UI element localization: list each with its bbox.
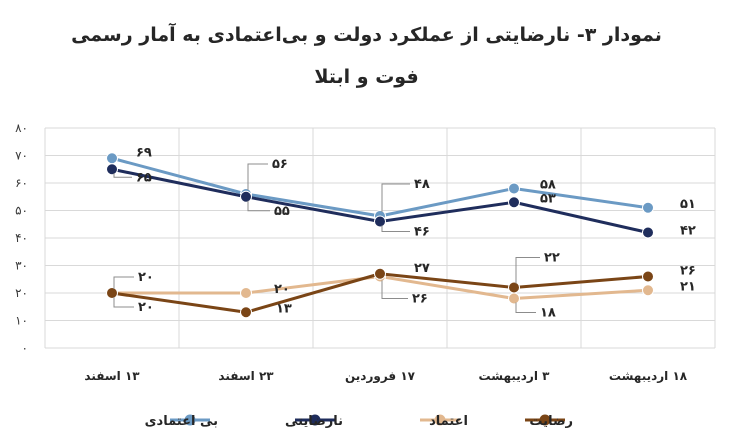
x-tick-label: ۱۳ اسفند bbox=[84, 369, 140, 383]
x-tick-label: ۱۸ اردیبهشت bbox=[609, 369, 688, 383]
y-tick-label: ۰ bbox=[22, 341, 28, 355]
data-label-s3: ۲۱ bbox=[680, 279, 696, 294]
data-label-s3: ۱۸ bbox=[540, 306, 556, 321]
x-tick-label: ۱۷ فروردین bbox=[345, 369, 416, 384]
data-point-s1 bbox=[642, 201, 654, 214]
data-label-leader bbox=[247, 163, 268, 190]
legend-label: رضایت bbox=[529, 414, 573, 429]
data-point-s4 bbox=[508, 281, 520, 294]
data-label-leader bbox=[113, 173, 132, 178]
data-label-s1: ۶۹ bbox=[136, 145, 152, 160]
data-label-leader bbox=[381, 280, 408, 299]
x-tick-label: ۲۳ اسفند bbox=[218, 369, 274, 383]
legend-label: اعتماد bbox=[429, 414, 468, 429]
legend-marker bbox=[309, 414, 321, 426]
data-point-s3 bbox=[642, 284, 654, 297]
legend-label: بی اعتمادی bbox=[145, 414, 218, 429]
data-label-s2: ۴۶ bbox=[414, 225, 430, 240]
data-label-s3: ۲۰ bbox=[138, 300, 154, 315]
chart-title-line-1: نمودار ۳- نارضایتی از عملکرد دولت و بی‌ا… bbox=[71, 24, 662, 46]
y-tick-label: ۲۰ bbox=[15, 286, 28, 300]
data-point-s2 bbox=[374, 215, 386, 228]
chart-title-line-2: فوت و ابتلا bbox=[314, 66, 419, 88]
legend-marker bbox=[539, 414, 551, 426]
data-label-s2: ۵۳ bbox=[540, 191, 556, 206]
data-label-s3: ۲۶ bbox=[412, 292, 428, 307]
data-label-leader bbox=[247, 200, 270, 212]
data-point-s1 bbox=[508, 182, 520, 195]
data-point-s2 bbox=[106, 163, 118, 176]
data-label-leader bbox=[515, 302, 536, 313]
data-label-s1: ۵۶ bbox=[272, 157, 288, 172]
x-tick-label: ۳ اردیبهشت bbox=[479, 369, 551, 383]
legend-marker bbox=[434, 414, 446, 426]
data-label-s4: ۲۶ bbox=[680, 264, 696, 279]
data-label-s1: ۵۸ bbox=[540, 178, 556, 193]
data-point-s4 bbox=[374, 267, 386, 280]
data-label-s4: ۲۰ bbox=[138, 270, 154, 285]
y-tick-label: ۷۰ bbox=[15, 149, 28, 163]
legend-marker bbox=[184, 414, 196, 426]
data-point-s1 bbox=[106, 152, 118, 165]
y-tick-label: ۸۰ bbox=[15, 121, 28, 135]
data-label-s2: ۴۲ bbox=[680, 224, 696, 239]
data-label-s4: ۲۲ bbox=[544, 251, 560, 266]
data-point-s2 bbox=[240, 190, 252, 203]
data-label-s2: ۶۵ bbox=[136, 170, 152, 185]
data-point-s2 bbox=[508, 196, 520, 209]
y-tick-label: ۶۰ bbox=[15, 176, 28, 190]
data-point-s3 bbox=[508, 292, 520, 305]
y-tick-label: ۴۰ bbox=[15, 231, 28, 245]
y-tick-label: ۳۰ bbox=[15, 259, 28, 273]
data-label-leader bbox=[113, 276, 134, 289]
data-point-s2 bbox=[642, 226, 654, 239]
data-label-leader bbox=[381, 225, 410, 232]
data-label-s3: ۲۰ bbox=[274, 282, 290, 297]
data-label-s1: ۴۸ bbox=[414, 177, 430, 192]
legend-label: نارضایتی bbox=[285, 414, 343, 429]
data-label-s4: ۲۷ bbox=[414, 261, 430, 276]
data-label-leader bbox=[381, 183, 410, 212]
data-label-s1: ۵۱ bbox=[680, 197, 696, 212]
data-label-leader bbox=[515, 257, 540, 284]
y-tick-label: ۵۰ bbox=[15, 204, 28, 218]
data-label-s4: ۱۳ bbox=[276, 301, 292, 316]
data-point-s4 bbox=[642, 270, 654, 283]
data-label-leader bbox=[113, 297, 134, 308]
data-point-s4 bbox=[240, 306, 252, 319]
data-label-s2: ۵۵ bbox=[274, 204, 290, 219]
y-tick-label: ۱۰ bbox=[15, 314, 28, 328]
data-point-s3 bbox=[240, 287, 252, 299]
data-point-s4 bbox=[106, 287, 118, 299]
